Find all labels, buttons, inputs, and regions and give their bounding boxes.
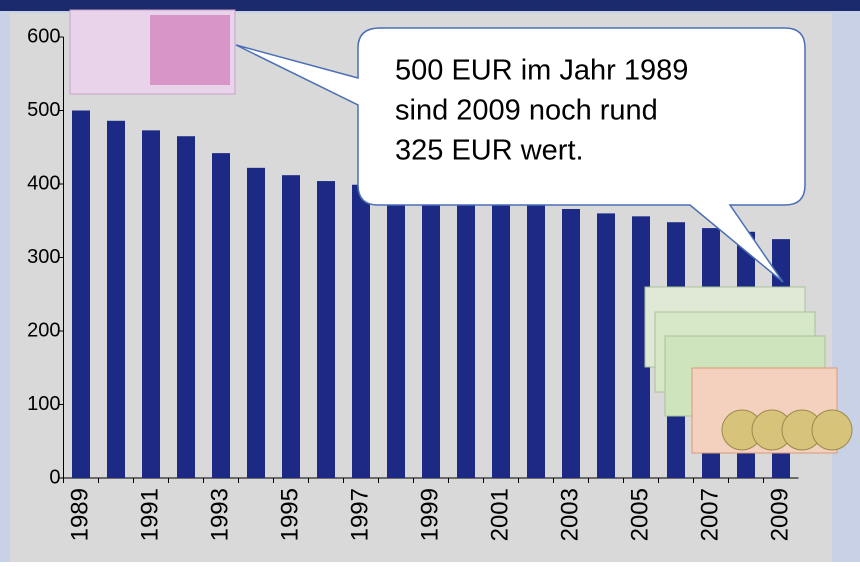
x-tick-label: 2003 xyxy=(556,488,583,541)
bar xyxy=(282,175,300,478)
x-tick-label: 1991 xyxy=(136,488,163,541)
bar xyxy=(177,136,195,478)
x-tick-label: 1995 xyxy=(276,488,303,541)
bar xyxy=(387,191,405,478)
bar xyxy=(352,185,370,478)
bar xyxy=(457,200,475,478)
x-tick-label: 2001 xyxy=(486,488,513,541)
y-tick-label: 600 xyxy=(27,25,60,47)
y-tick-label: 300 xyxy=(27,246,60,268)
y-tick-label: 200 xyxy=(27,319,60,341)
top-bar xyxy=(0,0,860,11)
bar xyxy=(72,111,90,479)
bar xyxy=(562,209,580,478)
bar xyxy=(597,213,615,478)
x-tick-label: 1993 xyxy=(206,488,233,541)
callout-line: 325 EUR wert. xyxy=(395,135,584,167)
y-tick-label: 400 xyxy=(27,172,60,194)
callout-line: 500 EUR im Jahr 1989 xyxy=(395,55,688,87)
y-tick-label: 0 xyxy=(49,466,60,488)
bar xyxy=(142,130,160,478)
x-tick-label: 2009 xyxy=(766,488,793,541)
y-tick-label: 500 xyxy=(27,99,60,121)
y-tick-label: 100 xyxy=(27,393,60,415)
bar xyxy=(492,202,510,478)
bar xyxy=(107,121,125,478)
bar xyxy=(422,195,440,478)
banknote-500 xyxy=(70,10,235,94)
page: {"chart_data": {"type": "bar", "categori… xyxy=(0,0,860,567)
x-tick-label: 1989 xyxy=(66,488,93,541)
x-tick-label: 1999 xyxy=(416,488,443,541)
chart: 0 100 200 300 400 500 600 1989 1991 1993 1995 1997 1… xyxy=(0,0,860,562)
callout-line: sind 2009 noch rund xyxy=(395,95,658,127)
bar xyxy=(527,205,545,478)
bar xyxy=(317,181,335,478)
note-500-print xyxy=(150,15,230,85)
coin xyxy=(812,410,852,450)
x-tick-label: 2005 xyxy=(626,488,653,541)
x-tick-label: 1997 xyxy=(346,488,373,541)
bar xyxy=(212,153,230,478)
x-tick-label: 2007 xyxy=(696,488,723,541)
bar xyxy=(247,168,265,478)
